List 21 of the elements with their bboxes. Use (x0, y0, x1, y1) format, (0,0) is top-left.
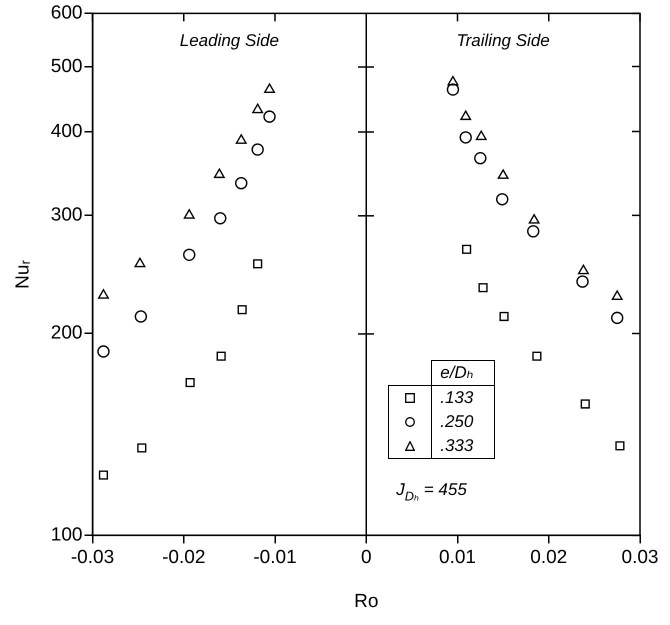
annotation: Trailing Side (456, 31, 550, 50)
y-tick-label: 100 (50, 524, 82, 546)
legend-label: .333 (439, 435, 474, 458)
x-tick-label: -0.02 (162, 547, 206, 568)
y-tick-label: 500 (50, 56, 82, 77)
x-tick-label: 0 (360, 547, 372, 568)
x-tick-label: -0.03 (70, 547, 114, 568)
x-tick-label: 0.02 (530, 547, 568, 568)
y-tick-label: 400 (50, 120, 82, 142)
y-tick-label: 300 (50, 204, 82, 226)
y-axis-title: Nuᵣ (12, 260, 34, 289)
x-axis-title: Ro (354, 590, 378, 612)
y-tick-label: 200 (50, 322, 82, 344)
annotation: Leading Side (180, 31, 280, 50)
y-tick-label: 600 (50, 2, 82, 24)
legend-title: e/Dₕ (432, 361, 494, 386)
x-tick-label: 0.03 (622, 547, 658, 568)
legend-label: .133 (439, 387, 474, 410)
legend-label: .250 (439, 411, 474, 434)
x-tick-label: 0.01 (439, 547, 476, 568)
x-tick-label: -0.01 (253, 547, 297, 568)
